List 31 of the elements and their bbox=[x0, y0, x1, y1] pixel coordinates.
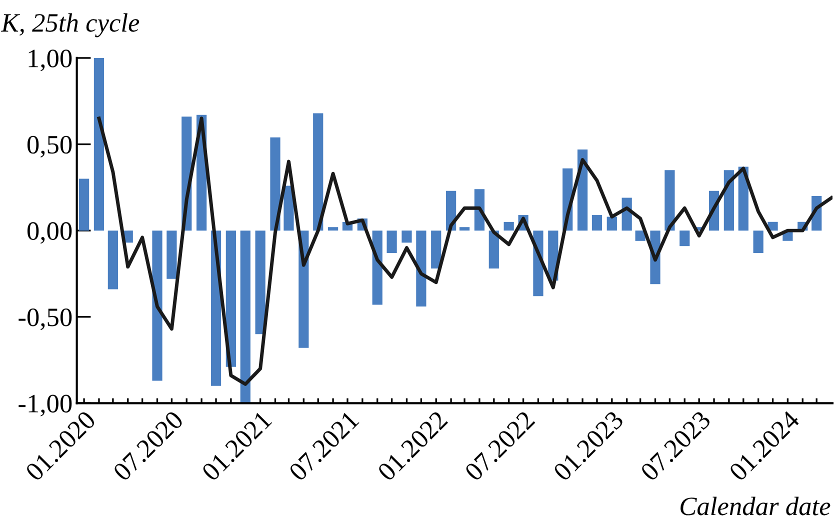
bar bbox=[680, 230, 690, 246]
bar bbox=[488, 230, 499, 269]
y-tick-label: 0,50 bbox=[27, 136, 72, 158]
y-axis-title: K, 25th cycle bbox=[0, 13, 140, 38]
bar bbox=[459, 227, 470, 231]
bar bbox=[606, 216, 617, 231]
bar bbox=[255, 230, 266, 334]
y-tick-label: 1,00 bbox=[28, 50, 72, 72]
bar bbox=[386, 230, 397, 253]
bar bbox=[78, 178, 90, 231]
bar bbox=[416, 230, 426, 307]
y-tick-label: 0,00 bbox=[27, 222, 72, 244]
bar bbox=[635, 230, 646, 241]
line-series bbox=[97, 116, 832, 386]
bar bbox=[240, 230, 250, 404]
bar bbox=[108, 230, 118, 290]
bar bbox=[592, 215, 602, 231]
bar bbox=[328, 227, 338, 231]
bar bbox=[94, 58, 104, 231]
bar bbox=[313, 113, 324, 231]
bar bbox=[270, 137, 280, 231]
bar bbox=[504, 222, 514, 231]
bar bbox=[753, 230, 764, 253]
bar bbox=[664, 170, 675, 231]
bar bbox=[226, 230, 236, 367]
bar bbox=[402, 230, 412, 243]
bar bbox=[152, 230, 162, 381]
y-tick-label: -0,50 bbox=[18, 308, 72, 330]
bar bbox=[166, 230, 177, 279]
x-axis-title: Calendar date bbox=[680, 496, 830, 516]
bar bbox=[431, 230, 442, 269]
